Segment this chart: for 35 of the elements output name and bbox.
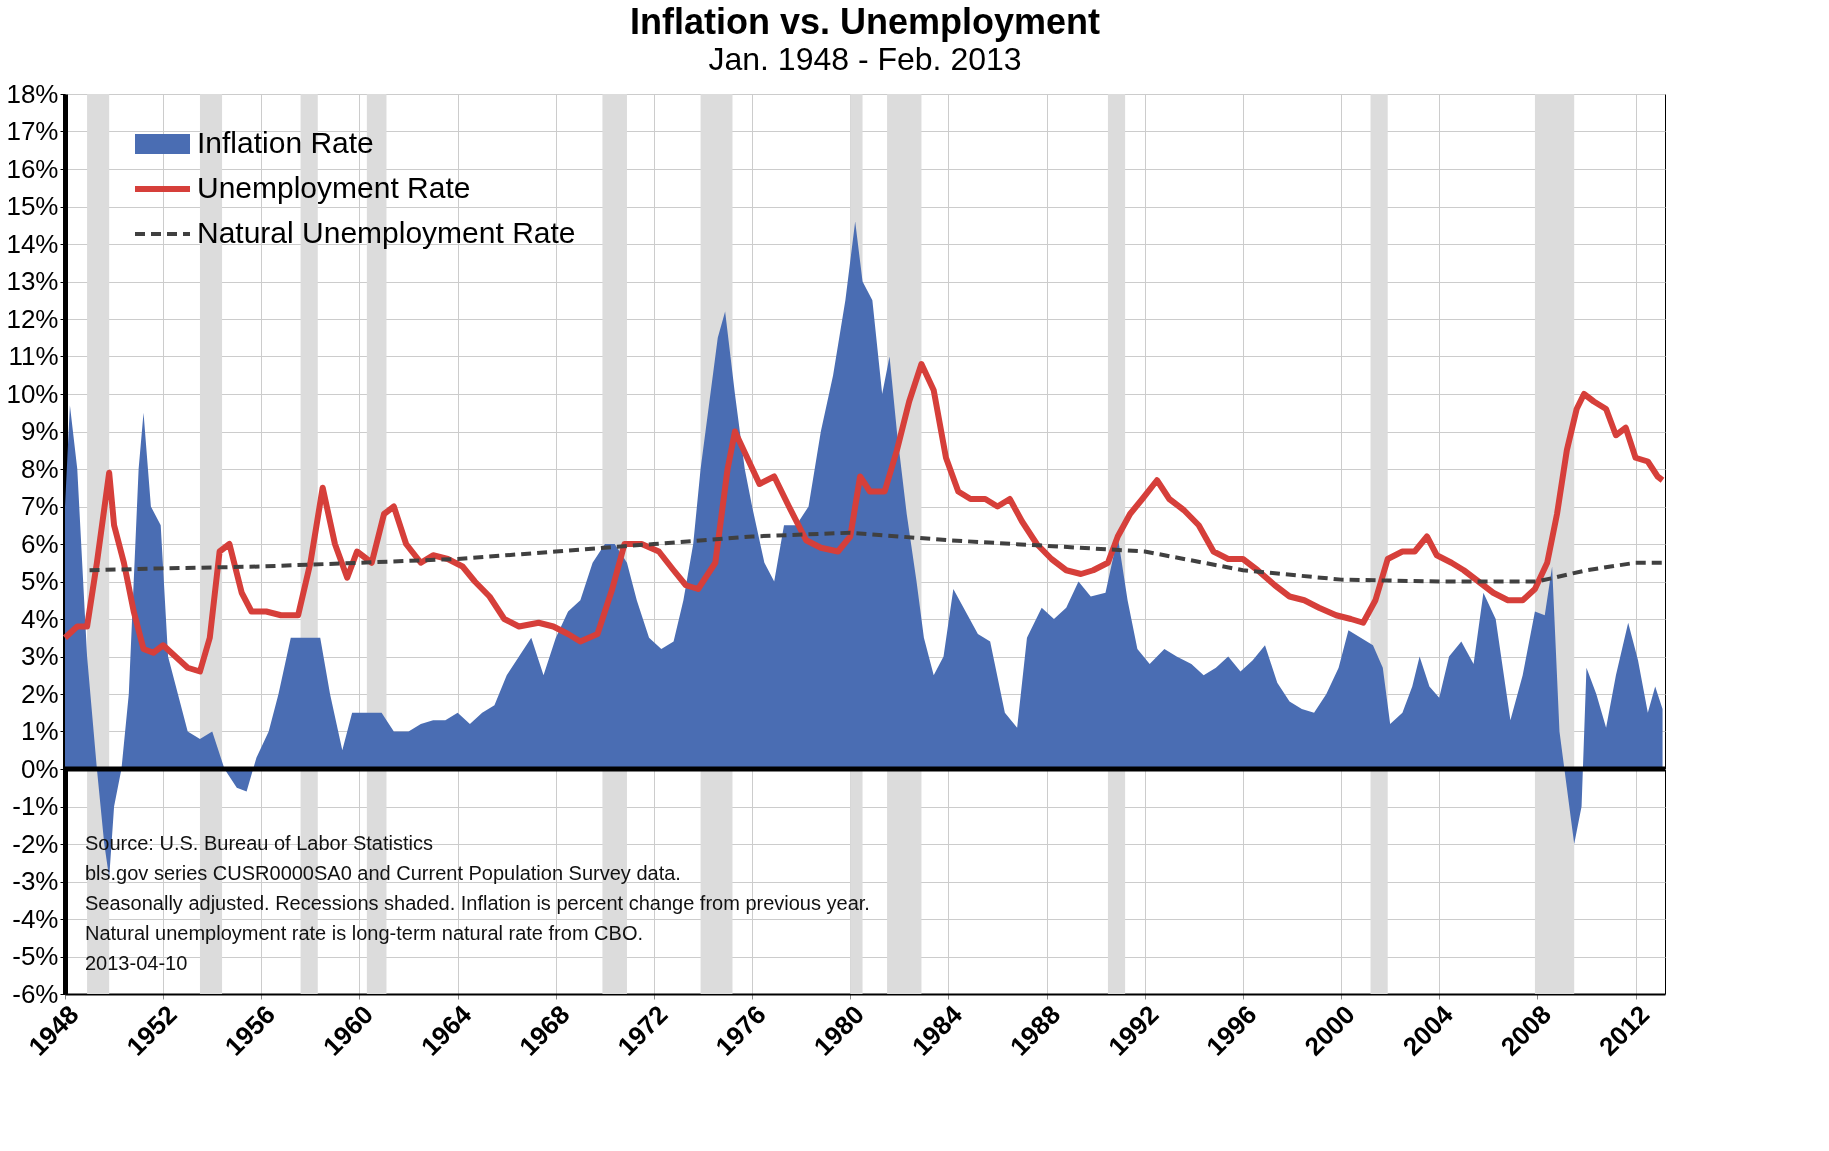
line-series <box>87 530 1665 584</box>
y-tick-label: -6% <box>12 978 59 1009</box>
annotation: Natural unemployment rate is long-term natural rate from CBO. <box>85 922 643 944</box>
y-tick-label: 15% <box>6 191 59 221</box>
y-tick-label: 10% <box>6 378 59 409</box>
y-tick-label: 6% <box>20 528 59 559</box>
y-tick-label: -3% <box>12 866 59 896</box>
legend-label: Natural Unemployment Rate <box>197 216 576 249</box>
y-tick-label: 16% <box>6 153 59 184</box>
y-tick-label: 14% <box>6 228 59 259</box>
y-tick-label: 4% <box>20 603 59 634</box>
y-tick-label: 12% <box>6 303 59 334</box>
y-tick-label: 9% <box>20 416 59 446</box>
y-tick-label: 3% <box>20 641 59 671</box>
y-tick-label: 18% <box>6 78 59 109</box>
annotation: bls.gov series CUSR0000SA0 and Current Population Survey data. <box>85 862 681 884</box>
y-tick-label: -5% <box>12 941 59 971</box>
annotation: 2013-04-10 <box>85 952 188 974</box>
y-tick-label: -1% <box>12 791 59 821</box>
y-tick-label: 1% <box>20 716 59 746</box>
y-tick-label: 0% <box>20 753 59 784</box>
y-tick-label: -4% <box>12 903 59 934</box>
y-tick-label: 8% <box>20 453 59 484</box>
chart-title: Inflation vs. Unemployment <box>629 1 1101 42</box>
y-tick-label: 17% <box>6 116 59 146</box>
chart-subtitle: Jan. 1948 - Feb. 2013 <box>708 41 1022 77</box>
annotation: Seasonally adjusted. Recessions shaded. Inflation is percent change from previous year. <box>85 892 870 914</box>
y-tick-label: 2% <box>20 678 59 709</box>
legend-label: Unemployment Rate <box>197 171 471 204</box>
y-tick-label: 13% <box>6 266 59 296</box>
y-tick-label: -2% <box>12 828 59 859</box>
y-tick-label: 7% <box>20 491 59 521</box>
y-tick-label: 5% <box>20 566 59 596</box>
y-tick-label: 11% <box>8 341 59 371</box>
legend-label: Inflation Rate <box>197 126 374 159</box>
